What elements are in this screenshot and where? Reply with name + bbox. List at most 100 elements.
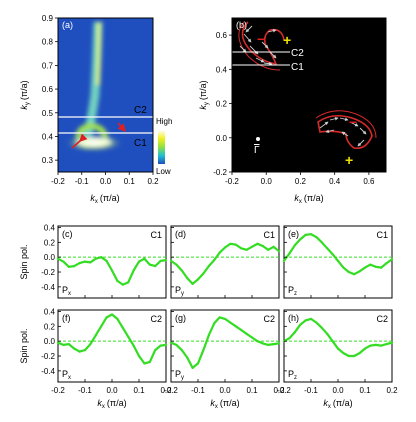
panel-b-ytick-label: 0.0: [216, 134, 228, 143]
panel-e-data-point: [304, 233, 307, 236]
panel-d-component-sub: y: [181, 291, 184, 297]
panel-g-data-point: [229, 321, 232, 324]
panel-e-data-point: [309, 233, 313, 236]
panel-h-xlabel: kx (π/a): [323, 398, 352, 410]
panel-a-colorbar: [158, 130, 165, 164]
panel-f-ytick-label: -0.2: [41, 352, 55, 361]
panel-c-ytick-label: 0.4: [44, 223, 56, 232]
panel-b-cut-label-c1: C1: [291, 62, 304, 73]
panel-e-data-point: [320, 241, 323, 244]
panel-f-data-point: [154, 349, 157, 352]
panel-d-label: (d): [175, 229, 186, 239]
panel-h-data-point: [336, 347, 340, 350]
panel-a-cut-label-c1: C1: [134, 138, 147, 149]
panel-c-data-point: [62, 260, 65, 263]
panel-e-data-point: [347, 270, 350, 274]
panel-d-component-label: Py: [175, 285, 184, 297]
panel-e-data-point: [299, 238, 302, 241]
panel-g-data-point: [175, 343, 178, 346]
panel-a-arrow-left-head: [79, 133, 88, 142]
panel-c-data-point: [73, 265, 76, 268]
panel-c-data-point: [116, 279, 119, 282]
panel-c-data-point: [89, 261, 92, 264]
panel-f-cut-label: C2: [150, 314, 162, 324]
panel-f-component-sub: x: [68, 375, 71, 381]
panel-e-data-point: [326, 247, 329, 250]
panel-c-data-point: [100, 256, 103, 259]
panel-d-data-point: [234, 243, 237, 246]
panel-e-data-point: [342, 266, 345, 269]
panel-b-axes: -0.2 0.0 0.2 0.4 0.6 -0.2 0.0 0.2 0.4 0.6: [213, 17, 387, 186]
panel-c-data-point: [132, 269, 135, 272]
panel-d-data-point: [245, 248, 248, 251]
panel-g-data-point: [261, 342, 264, 345]
panel-g-data-point: [272, 343, 275, 346]
panel-d-data-point: [240, 247, 243, 250]
panel-d-data-point: [186, 276, 189, 280]
panel-h-data-point: [369, 344, 372, 347]
panel-f-data-point: [121, 326, 124, 329]
panel-b-ytick-label: 0.2: [216, 100, 228, 109]
panel-h-data-point: [315, 321, 318, 324]
panel-c-cut-label: C1: [150, 230, 162, 240]
panel-h-data-point: [358, 352, 361, 355]
panel-d-data-point: [218, 251, 221, 254]
panel-e-data-point: [363, 266, 367, 269]
panel-f-ytick-label: -0.4: [41, 367, 55, 376]
panel-h-data-point: [293, 331, 296, 334]
panel-e-component-sub: z: [294, 291, 297, 297]
panel-b-ytick-label: 0.6: [216, 31, 228, 40]
panel-b-sign-plus-lower: +: [345, 152, 353, 168]
panel-c-data-point: [78, 262, 81, 265]
panel-d: (d) C1 Py: [169, 225, 281, 299]
panel-d-data-point: [261, 244, 264, 248]
row-1-ylabel: Spin pol.: [19, 244, 29, 279]
panel-e-data-point: [315, 236, 318, 239]
panel-f-data-point: [148, 360, 151, 364]
panel-g-data-point: [223, 317, 227, 320]
panel-h-cut-label: C2: [376, 314, 388, 324]
panel-a-ytick-label: 0.4: [42, 132, 54, 141]
panel-f-xlabel: kx (π/a): [97, 398, 126, 410]
panel-b-upper-contour: [238, 21, 285, 71]
panel-g-xlabel: kx (π/a): [210, 398, 239, 410]
panel-e-data-point: [380, 266, 383, 269]
panel-g-data-point: [186, 356, 189, 359]
panel-h-xtick-label: 0.2: [386, 386, 398, 395]
panel-d-data-point: [175, 263, 178, 266]
panel-h-data-point: [299, 323, 302, 326]
panel-b-xtick-label: 0.2: [295, 177, 307, 186]
panel-a-ytick-label: 0.8: [42, 38, 54, 47]
panel-h-data-point: [304, 319, 307, 322]
panel-f-data-point: [164, 343, 168, 346]
panel-g-data-point: [207, 334, 210, 337]
panel-g-data-point: [213, 322, 216, 325]
panel-d-component-main: P: [175, 285, 181, 295]
panel-f-frame: [57, 309, 167, 383]
panel-c-data-point: [164, 259, 168, 262]
panel-e-data-point: [282, 259, 286, 262]
panel-f-data-point: [132, 344, 135, 347]
panel-f-data-point: [67, 343, 70, 346]
panel-b-ytick-label: 0.4: [216, 65, 228, 74]
panel-h-component-main: P: [288, 369, 294, 379]
panel-e-data-point: [385, 262, 388, 265]
panel-a-colorbar-low: Low: [156, 167, 171, 176]
panel-b-label: (b): [236, 20, 247, 30]
panel-a-colorbar-high: High: [156, 117, 172, 126]
panel-f-data-point: [110, 313, 114, 316]
panel-h-data-point: [380, 344, 383, 347]
panel-h-xtick-label: -0.1: [304, 386, 318, 395]
panel-d-cut-label: C1: [263, 230, 275, 240]
panel-g-data-point: [245, 332, 248, 335]
panel-a-label: (a): [62, 20, 73, 30]
panel-c-ytick-label: 0.0: [44, 253, 56, 262]
panel-c-data-point: [159, 259, 162, 262]
panel-c-data-point: [154, 265, 157, 268]
panel-c-data-point: [110, 269, 114, 272]
panel-d-data-point: [202, 272, 205, 275]
panel-a-xtick-label: 0.1: [124, 177, 136, 186]
panel-g-data-point: [169, 341, 173, 344]
panel-g-xtick-label: 0.0: [219, 386, 231, 395]
panel-h-data-point: [288, 337, 291, 340]
